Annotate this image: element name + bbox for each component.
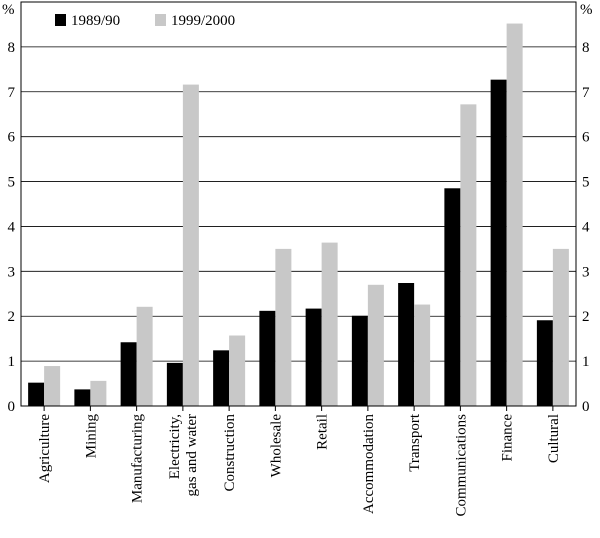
category-label: Finance bbox=[500, 414, 516, 462]
y-tick-label-left: 8 bbox=[8, 40, 16, 56]
category-label: Communications bbox=[453, 414, 469, 517]
y-tick-label-right: 6 bbox=[582, 130, 590, 146]
bar-1999-2000 bbox=[136, 306, 153, 406]
legend-label-1999-2000: 1999/2000 bbox=[171, 13, 235, 29]
category-label: Cultural bbox=[546, 414, 562, 463]
legend-swatch-1989-90 bbox=[55, 14, 66, 26]
y-tick-label-right: 2 bbox=[582, 309, 590, 325]
category-label: Agriculture bbox=[37, 414, 53, 483]
category-labels: Agriculture Mining Manufacturing Electricit… bbox=[37, 413, 562, 516]
bar-1999-2000 bbox=[321, 242, 338, 406]
bar-1999-2000 bbox=[367, 284, 384, 406]
bar-1999-2000 bbox=[552, 248, 569, 406]
y-tick-label-left: 2 bbox=[8, 309, 16, 325]
bar-1989-90 bbox=[213, 350, 230, 406]
bar-1999-2000 bbox=[275, 248, 292, 406]
y-tick-label-left: 1 bbox=[8, 354, 16, 370]
y-tick-label-left: 7 bbox=[8, 85, 16, 101]
category-label: Electricity,gas and water bbox=[167, 414, 200, 496]
y-tick-label-right: 7 bbox=[582, 85, 590, 101]
y-tick-label-left: 3 bbox=[8, 264, 16, 280]
gridlines bbox=[21, 46, 576, 362]
y-tick-label-right: 8 bbox=[582, 40, 590, 56]
legend: 1989/90 1999/2000 bbox=[55, 13, 235, 29]
bar-1989-90 bbox=[259, 310, 276, 406]
y-tick-label-left: 0 bbox=[8, 399, 16, 415]
bar-1999-2000 bbox=[229, 335, 246, 406]
bar-1999-2000 bbox=[182, 84, 199, 407]
category-label: Transport bbox=[407, 413, 423, 472]
bar-1989-90 bbox=[490, 79, 507, 406]
bar-1989-90 bbox=[305, 308, 322, 406]
bar-1989-90 bbox=[351, 315, 368, 406]
axis-ticks: 0 0 1 1 2 2 3 3 4 4 5 5 6 6 7 7 8 8 bbox=[8, 40, 591, 415]
y-tick-label-right: 5 bbox=[582, 175, 590, 191]
bar-1999-2000 bbox=[460, 104, 477, 406]
category-label: Wholesale bbox=[268, 414, 284, 478]
plot-frame bbox=[20, 1, 577, 407]
bar-1989-90 bbox=[536, 320, 553, 406]
bars bbox=[28, 23, 569, 407]
category-label: Manufacturing bbox=[130, 414, 146, 504]
bar-1999-2000 bbox=[414, 304, 431, 406]
y-axis-unit-right: % bbox=[580, 2, 593, 18]
y-axis-unit-left: % bbox=[2, 2, 15, 18]
category-label: Accommodation bbox=[361, 414, 377, 514]
y-tick-label-left: 5 bbox=[8, 175, 16, 191]
bar-1989-90 bbox=[28, 382, 45, 406]
bar-1989-90 bbox=[120, 342, 137, 406]
category-label: Mining bbox=[83, 414, 99, 459]
bar-1989-90 bbox=[398, 283, 415, 406]
y-tick-label-right: 4 bbox=[582, 219, 590, 235]
y-tick-label-left: 6 bbox=[8, 130, 16, 146]
category-label: Retail bbox=[315, 414, 331, 450]
bar-1989-90 bbox=[444, 188, 461, 406]
category-label: Construction bbox=[222, 414, 238, 492]
bar-1989-90 bbox=[74, 389, 91, 406]
bar-1999-2000 bbox=[90, 380, 107, 406]
y-tick-label-right: 3 bbox=[582, 264, 590, 280]
bar-1999-2000 bbox=[44, 366, 61, 406]
y-tick-label-right: 0 bbox=[582, 399, 590, 415]
y-tick-label-right: 1 bbox=[582, 354, 590, 370]
bar-1999-2000 bbox=[506, 23, 523, 407]
legend-swatch-1999-2000 bbox=[155, 14, 166, 26]
bar-1989-90 bbox=[166, 362, 183, 406]
y-tick-label-left: 4 bbox=[8, 219, 16, 235]
legend-label-1989-90: 1989/90 bbox=[71, 13, 120, 29]
